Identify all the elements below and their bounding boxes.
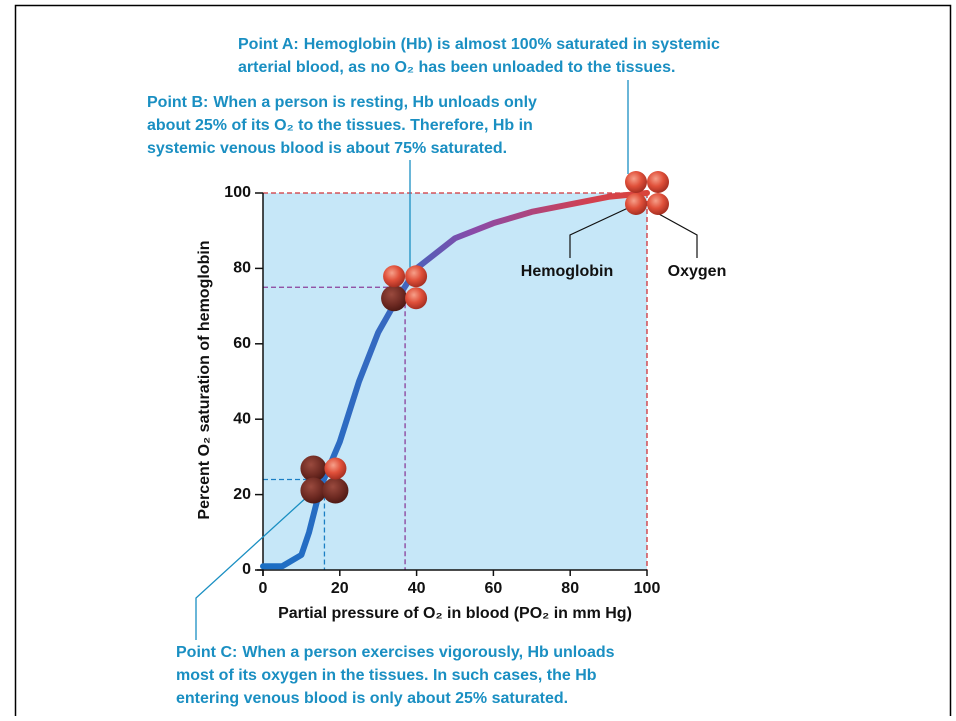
icon-label: Oxygen [668, 263, 727, 280]
note-line: Point C: When a person exercises vigorous… [176, 644, 615, 661]
note-text: When a person is resting, Hb unloads onl… [213, 94, 537, 111]
note-line: Point B: When a person is resting, Hb unl… [147, 94, 537, 111]
chart: 0 20 40 60 80 100 0 20 40 60 80 100 Hemoglobin Oxyg… [0, 0, 956, 721]
x-tick-label: 40 [408, 580, 426, 597]
note-line: most of its oxygen in the tissues. In su… [176, 667, 597, 684]
x-tick-label: 20 [331, 580, 349, 597]
icon-label: Hemoglobin [521, 263, 613, 280]
note-label: Point B: [147, 94, 208, 111]
y-tick-label: 40 [233, 410, 251, 427]
x-tick-label: 80 [561, 580, 579, 597]
x-tick-label: 60 [485, 580, 503, 597]
y-tick-label: 80 [233, 260, 251, 277]
note-label: Point C: [176, 644, 237, 661]
note-label: Point A: [238, 36, 299, 53]
x-tick-label: 100 [634, 580, 661, 597]
y-tick-label: 0 [242, 561, 251, 578]
y-tick-label: 100 [224, 184, 251, 201]
y-axis-label: Percent O₂ saturation of hemoglobin [196, 240, 213, 519]
y-tick-label: 60 [233, 335, 251, 352]
note-line: systemic venous blood is about 75% satur… [147, 140, 507, 157]
y-tick-label: 20 [233, 486, 251, 503]
note-line: about 25% of its O₂ to the tissues. Ther… [147, 117, 533, 134]
x-tick-label: 0 [259, 580, 268, 597]
note-text: When a person exercises vigorously, Hb u… [242, 644, 614, 661]
note-line: arterial blood, as no O₂ has been unload… [238, 59, 675, 76]
plot-area [263, 193, 647, 570]
x-axis-label: Partial pressure of O₂ in blood (PO₂ in … [278, 605, 632, 622]
note-line: entering venous blood is only about 25% … [176, 690, 568, 707]
note-text: Hemoglobin (Hb) is almost 100% saturated… [304, 36, 720, 53]
note-line: Point A: Hemoglobin (Hb) is almost 100% s… [238, 36, 720, 53]
